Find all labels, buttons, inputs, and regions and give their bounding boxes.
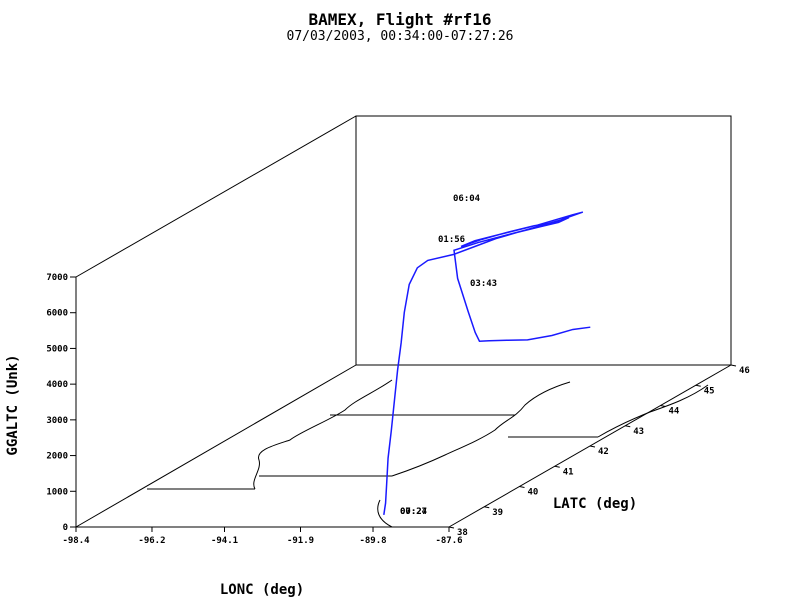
x-axis-title: LONC (deg) [220, 582, 304, 598]
time-label-0604: 06:04 [453, 194, 481, 204]
y-tick-mark [731, 365, 736, 366]
y-tick-mark [484, 507, 489, 508]
z-axis-title: GGALTC (Unk) [5, 354, 21, 455]
time-label-0156: 01:56 [438, 235, 465, 245]
x-tick-label: -91.9 [287, 536, 314, 546]
time-label-0343: 03:43 [470, 279, 497, 289]
x-tick-label: -89.8 [359, 536, 386, 546]
y-tick-mark [625, 426, 630, 427]
z-tick-label: 4000 [46, 380, 68, 390]
y-tick-mark [590, 446, 595, 447]
y-tick-mark [696, 385, 701, 386]
y-tick-label: 42 [598, 447, 609, 457]
flight-track-line [384, 212, 590, 515]
y-tick-label: 39 [492, 508, 503, 518]
y-tick-mark [520, 487, 525, 488]
chart-title: BAMEX, Flight #rf16 [308, 10, 491, 29]
y-tick-label: 41 [563, 467, 574, 477]
y-tick-label: 44 [669, 407, 680, 417]
z-axis-ticks: 0 1000 2000 3000 4000 5000 6000 7000 [46, 273, 76, 533]
y-tick-mark [449, 527, 454, 528]
z-tick-label: 3000 [46, 416, 68, 426]
x-tick-label: -94.1 [211, 536, 238, 546]
z-tick-label: 6000 [46, 309, 68, 319]
y-axis-title: LATC (deg) [553, 496, 637, 512]
x-tick-label: -96.2 [138, 536, 165, 546]
y-tick-label: 38 [457, 528, 468, 538]
y-tick-label: 46 [739, 366, 750, 376]
chart-subtitle: 07/03/2003, 00:34:00-07:27:26 [287, 29, 514, 44]
y-axis-ticks: 38 39 40 41 42 43 44 45 46 [449, 365, 750, 538]
y-tick-label: 45 [704, 386, 715, 396]
y-tick-label: 40 [528, 488, 539, 498]
y-tick-label: 43 [633, 427, 644, 437]
y-tick-mark [555, 466, 560, 467]
z-tick-label: 5000 [46, 344, 68, 354]
x-tick-label: -98.4 [62, 536, 90, 546]
z-tick-label: 1000 [46, 487, 68, 497]
time-label-0724: 07:24 [400, 507, 428, 517]
z-tick-label: 2000 [46, 452, 68, 462]
z-tick-label: 0 [63, 523, 68, 533]
x-axis-ticks: -98.4 -96.2 -94.1 -91.9 -89.8 -87.6 [62, 527, 462, 546]
z-tick-label: 7000 [46, 273, 68, 283]
